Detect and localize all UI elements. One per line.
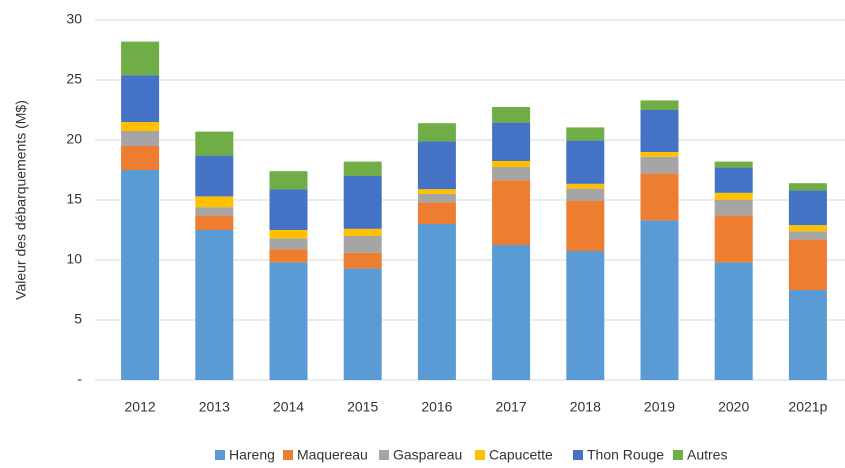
x-tick-label: 2021p [788,399,827,415]
bar-segment [492,167,531,181]
bar-segment [269,262,308,380]
legend-swatch [475,450,485,460]
y-tick-label: 5 [74,311,82,327]
bar-segment [269,249,308,263]
bar-segment [566,188,605,201]
x-tick-label: 2012 [125,399,156,415]
bar-segment [417,123,456,142]
bar-segment [195,196,234,208]
legend-swatch [215,450,225,460]
bar-segment [640,152,679,157]
bar-segment [492,161,531,167]
bar-segment [343,176,382,229]
bar-segment [714,167,753,193]
bar-segment [195,207,234,216]
legend-swatch [673,450,683,460]
legend-label: Maquereau [297,447,368,463]
bar-segment [566,140,605,184]
bar-segment [714,262,753,380]
legend-label: Hareng [229,447,275,463]
bar-segment [788,183,827,191]
bar-segment [417,202,456,224]
y-axis-label: Valeur des débarquements (M$) [13,100,29,300]
bar-segment [343,252,382,269]
bar-segment [788,290,827,380]
legend-label: Thon Rouge [587,447,664,463]
x-tick-label: 2013 [199,399,230,415]
x-tick-label: 2015 [347,399,378,415]
bar-segment [343,236,382,253]
bar-segment [566,251,605,380]
x-tick-label: 2016 [421,399,452,415]
bar-segment [714,161,753,168]
bar-segment [714,192,753,200]
bar-segment [788,239,827,290]
bar-segment [121,41,160,76]
y-tick-label: - [77,371,82,387]
legend-label: Autres [687,447,727,463]
legend-swatch [283,450,293,460]
x-tick-label: 2020 [718,399,749,415]
bar-segment [640,110,679,152]
bar-segment [640,220,679,380]
bar-segment [121,131,160,146]
bar-segment [492,122,531,161]
x-tick-label: 2018 [570,399,601,415]
bar-segment [343,161,382,176]
y-tick-label: 10 [66,251,82,267]
legend-swatch [379,450,389,460]
bar-segment [195,131,234,156]
bar-segment [343,228,382,236]
bar-segment [269,189,308,230]
x-tick-label: 2017 [496,399,527,415]
bar-segment [121,122,160,131]
y-tick-label: 15 [66,191,82,207]
x-tick-label: 2014 [273,399,304,415]
bar-segment [417,224,456,380]
bar-segment [640,100,679,110]
bar-segment [417,189,456,194]
bar-segment [121,170,160,380]
bar-segment [566,200,605,251]
bar-segment [195,230,234,380]
bar-segment [195,155,234,197]
bar-segment [121,146,160,170]
legend-label: Gaspareau [393,447,462,463]
legend-label: Capucette [489,447,553,463]
bar-segment [269,238,308,250]
bar-segment [788,190,827,226]
bar-segment [417,194,456,203]
y-tick-label: 30 [66,11,82,27]
bar-segment [788,225,827,232]
bar-segment [269,230,308,239]
bar-segment [640,173,679,221]
x-tick-label: 2019 [644,399,675,415]
y-tick-label: 25 [66,71,82,87]
bar-segment [566,127,605,141]
bar-segment [343,268,382,380]
bar-segment [788,231,827,240]
bar-segment [566,183,605,189]
bar-segment [640,156,679,174]
bar-segment [714,200,753,216]
bar-segment [714,215,753,263]
bar-segment [121,75,160,122]
bar-segment [492,245,531,380]
legend-swatch [573,450,583,460]
bar-segment [195,215,234,230]
bar-segment [417,141,456,190]
bar-segment [492,180,531,245]
bar-segment [269,171,308,190]
bar-segment [492,107,531,123]
y-tick-label: 20 [66,131,82,147]
